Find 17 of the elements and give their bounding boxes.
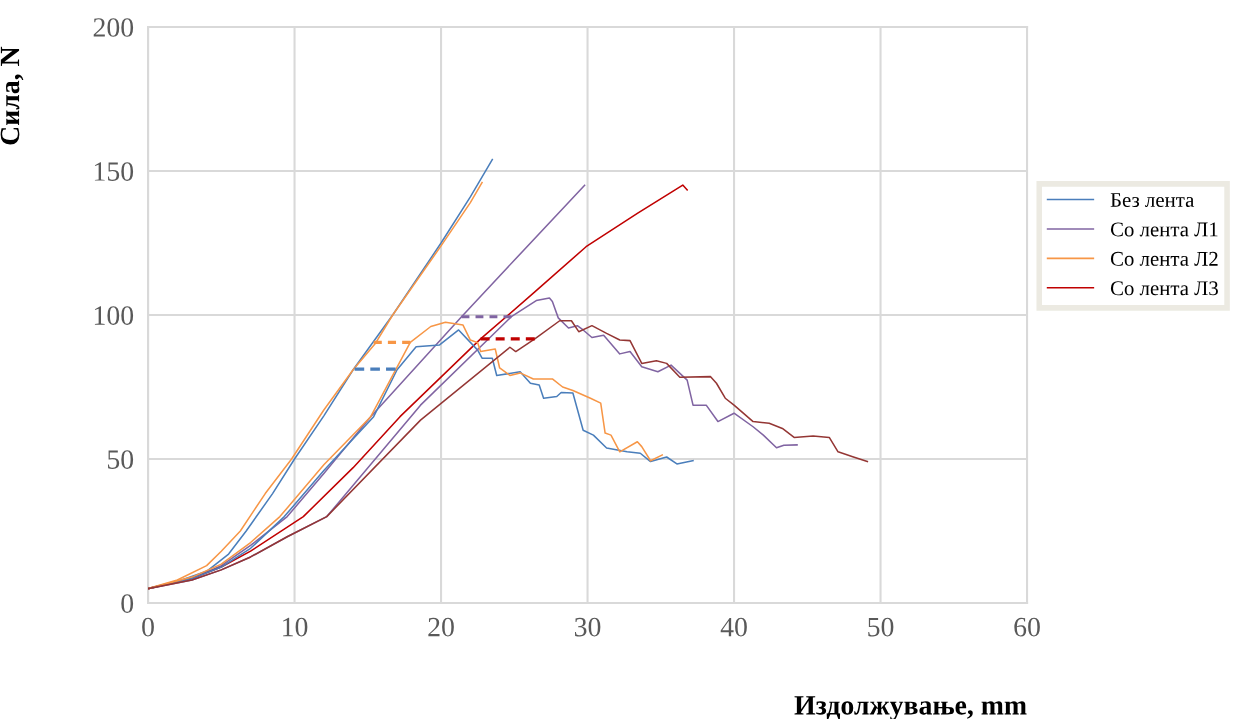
x-tick-label: 50 (868, 617, 894, 637)
x-tick-label: 10 (283, 617, 308, 637)
legend-label: Со лента Л2 (1110, 251, 1218, 266)
y-tick-label: 100 (94, 306, 134, 325)
x-tick-label: 40 (720, 617, 747, 637)
legend-label: Со лента Л1 (1110, 222, 1218, 237)
x-tick-label: 20 (428, 617, 454, 637)
y-axis-title: Сила, N (0, 46, 24, 145)
x-tick-label: 60 (1014, 617, 1040, 637)
legend-label: Без лента (1110, 193, 1195, 207)
y-tick-label: 50 (107, 450, 134, 469)
y-tick-label: 150 (94, 162, 134, 181)
x-tick-label: 30 (574, 617, 601, 637)
y-tick-label: 0 (121, 594, 134, 613)
x-tick-label: 0 (142, 617, 154, 637)
legend-label: Со лента Л3 (1110, 281, 1218, 296)
y-tick-label: 200 (93, 18, 134, 37)
